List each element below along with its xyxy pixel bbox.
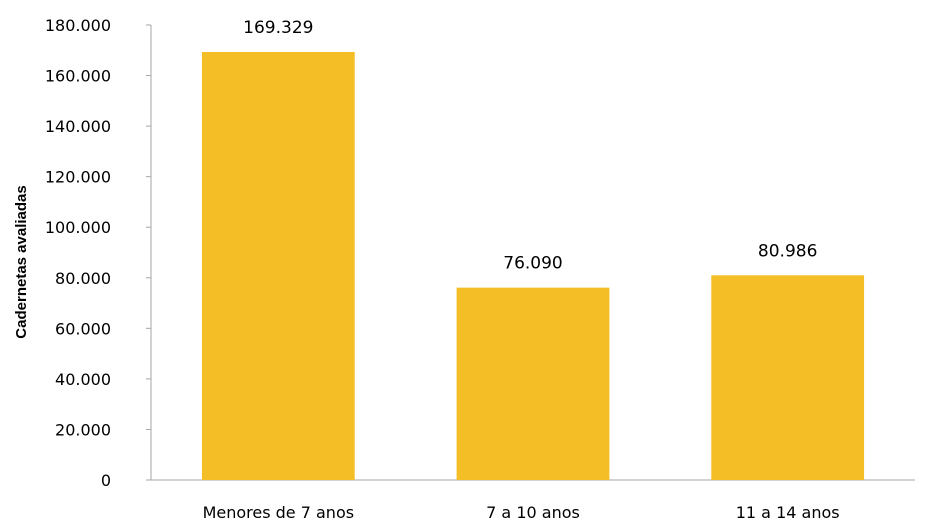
y-tick-label: 100.000 — [45, 218, 111, 237]
bar — [201, 51, 355, 481]
y-axis: 0 20.000 40.000 60.000 80.000 100.000 120.000 1… — [45, 16, 152, 490]
y-tick-label: 180.000 — [45, 16, 111, 35]
y-tick-label: 40.000 — [55, 370, 111, 389]
x-axis: Menores de 7 anos 7 a 10 anos 11 a 14 anos — [151, 479, 915, 522]
x-tick-label: 7 a 10 anos — [486, 503, 580, 522]
y-tick-label: 80.000 — [55, 269, 111, 288]
x-tick-label: Menores de 7 anos — [203, 503, 355, 522]
y-tick-label: 60.000 — [55, 319, 111, 338]
y-axis-label: Cadernetas avaliadas — [13, 185, 30, 338]
y-tick-label: 120.000 — [45, 168, 111, 187]
bars: 169.329 76.090 80.986 — [201, 18, 865, 481]
data-label: 76.090 — [503, 254, 562, 274]
x-tick-label: 11 a 14 anos — [736, 503, 840, 522]
y-tick-label: 0 — [101, 471, 111, 490]
y-tick-label: 140.000 — [45, 117, 111, 136]
data-label: 169.329 — [243, 18, 313, 38]
bar — [711, 275, 865, 480]
y-tick-label: 160.000 — [45, 67, 111, 86]
data-label: 80.986 — [758, 241, 817, 261]
y-tick-label: 20.000 — [55, 420, 111, 439]
bar — [456, 287, 610, 480]
